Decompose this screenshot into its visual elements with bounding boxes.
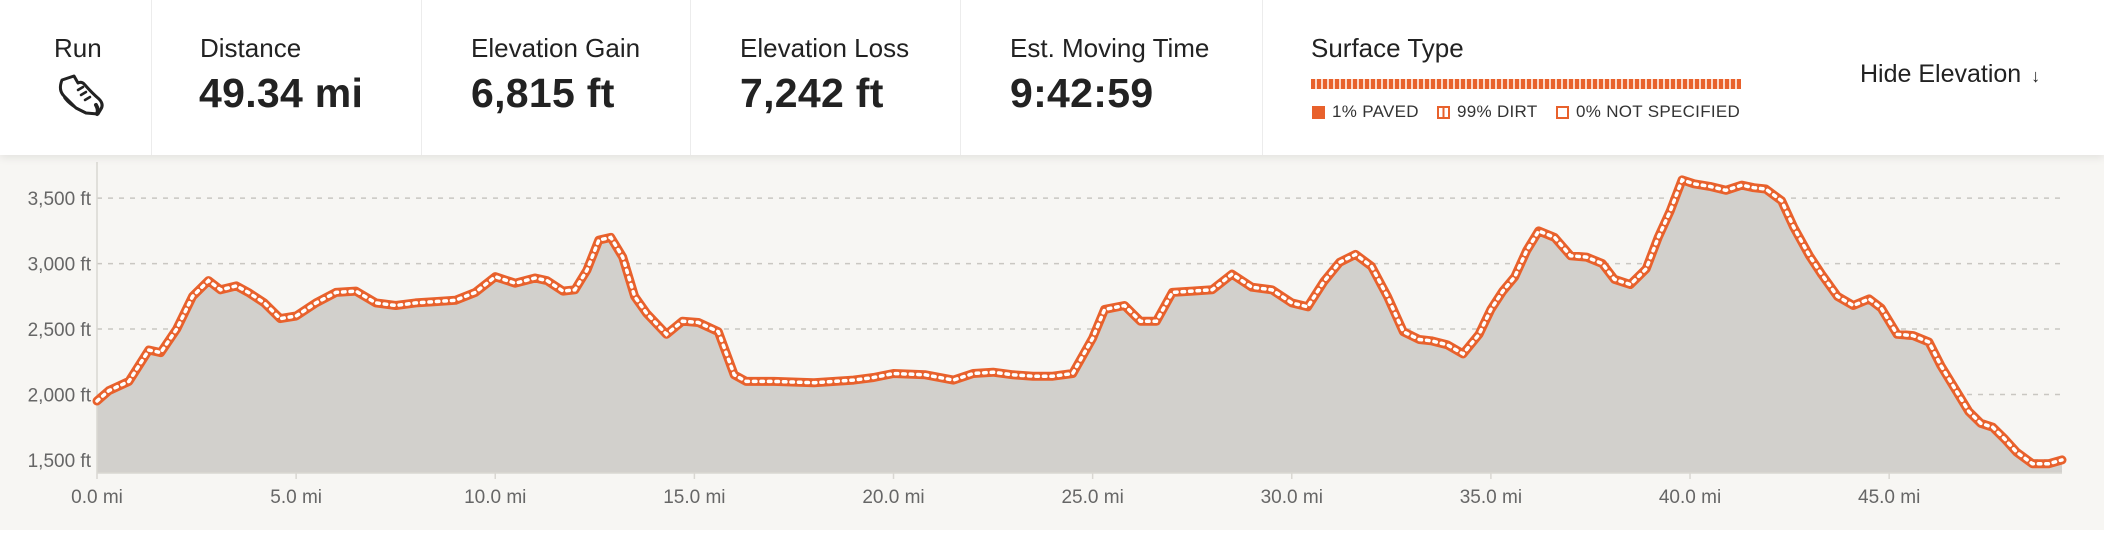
activity-type-cell: Run — [0, 0, 152, 155]
moving-time-value: 9:42:59 — [1010, 70, 1154, 116]
moving-time-stat: Est. Moving Time 9:42:59 — [961, 0, 1263, 155]
x-tick-label: 25.0 mi — [1061, 487, 1123, 508]
elevation-line-dots — [95, 177, 2064, 466]
legend-item-paved: 1% PAVED — [1312, 102, 1419, 122]
elevation-gain-label: Elevation Gain — [471, 33, 641, 63]
elevation-loss-label: Elevation Loss — [740, 33, 910, 63]
legend-item-dirt: 99% DIRT — [1437, 102, 1538, 122]
arrow-down-icon: ↓ — [2031, 66, 2041, 86]
elevation-loss-stat: Elevation Loss 7,242 ft — [691, 0, 961, 155]
y-tick-label: 2,000 ft — [28, 385, 92, 406]
surface-type-title: Surface Type — [1311, 33, 1464, 63]
moving-time-label: Est. Moving Time — [1010, 33, 1210, 63]
x-tick-label: 5.0 mi — [270, 487, 322, 508]
hide-elevation-label: Hide Elevation — [1860, 60, 2022, 88]
legend-item-unspecified: 0% NOT SPECIFIED — [1556, 102, 1740, 122]
elevation-loss-value: 7,242 ft — [740, 70, 884, 116]
elevation-area — [97, 179, 2062, 473]
legend-label-dirt: 99% DIRT — [1457, 102, 1538, 121]
elevation-profile-chart[interactable]: 1,500 ft 2,000 ft 2,500 ft 3,000 ft 3,500 ft… — [0, 155, 2104, 530]
route-stats-bar: Run Distance 49.34 mi Elevation Gain 6,8… — [0, 0, 2104, 155]
x-tick-label: 15.0 mi — [663, 487, 725, 508]
y-tick-label: 3,500 ft — [28, 189, 92, 210]
x-tick-label: 30.0 mi — [1261, 487, 1323, 508]
x-tick-label: 20.0 mi — [862, 487, 924, 508]
running-shoe-icon — [58, 74, 104, 116]
surface-type-section: Surface Type — [1263, 0, 2104, 155]
legend-label-unspecified: 0% NOT SPECIFIED — [1576, 102, 1741, 121]
x-tick-label: 45.0 mi — [1858, 487, 1920, 508]
x-tick-label: 40.0 mi — [1659, 487, 1721, 508]
x-tick-label: 35.0 mi — [1460, 487, 1522, 508]
distance-stat: Distance 49.34 mi — [152, 0, 422, 155]
legend-label-paved: 1% PAVED — [1332, 102, 1419, 121]
x-tick-label: 10.0 mi — [464, 487, 526, 508]
surface-type-bar — [1311, 79, 1741, 89]
x-tick-label: 0.0 mi — [71, 487, 123, 508]
hide-elevation-button[interactable]: Hide Elevation ↓ — [1860, 60, 2040, 89]
activity-type-label: Run — [54, 33, 102, 63]
dirt-swatch-icon — [1437, 105, 1450, 119]
elevation-gain-stat: Elevation Gain 6,815 ft — [422, 0, 691, 155]
elevation-chart-area[interactable]: 1,500 ft 2,000 ft 2,500 ft 3,000 ft 3,500 ft… — [0, 155, 2104, 530]
distance-value: 49.34 mi — [199, 70, 364, 116]
y-tick-label: 2,500 ft — [28, 320, 92, 341]
y-tick-label: 1,500 ft — [28, 451, 92, 472]
elevation-gain-value: 6,815 ft — [471, 70, 615, 116]
unspecified-swatch-icon — [1556, 105, 1569, 119]
distance-label: Distance — [200, 33, 302, 63]
paved-swatch-icon — [1312, 105, 1325, 119]
y-tick-label: 3,000 ft — [28, 255, 92, 276]
